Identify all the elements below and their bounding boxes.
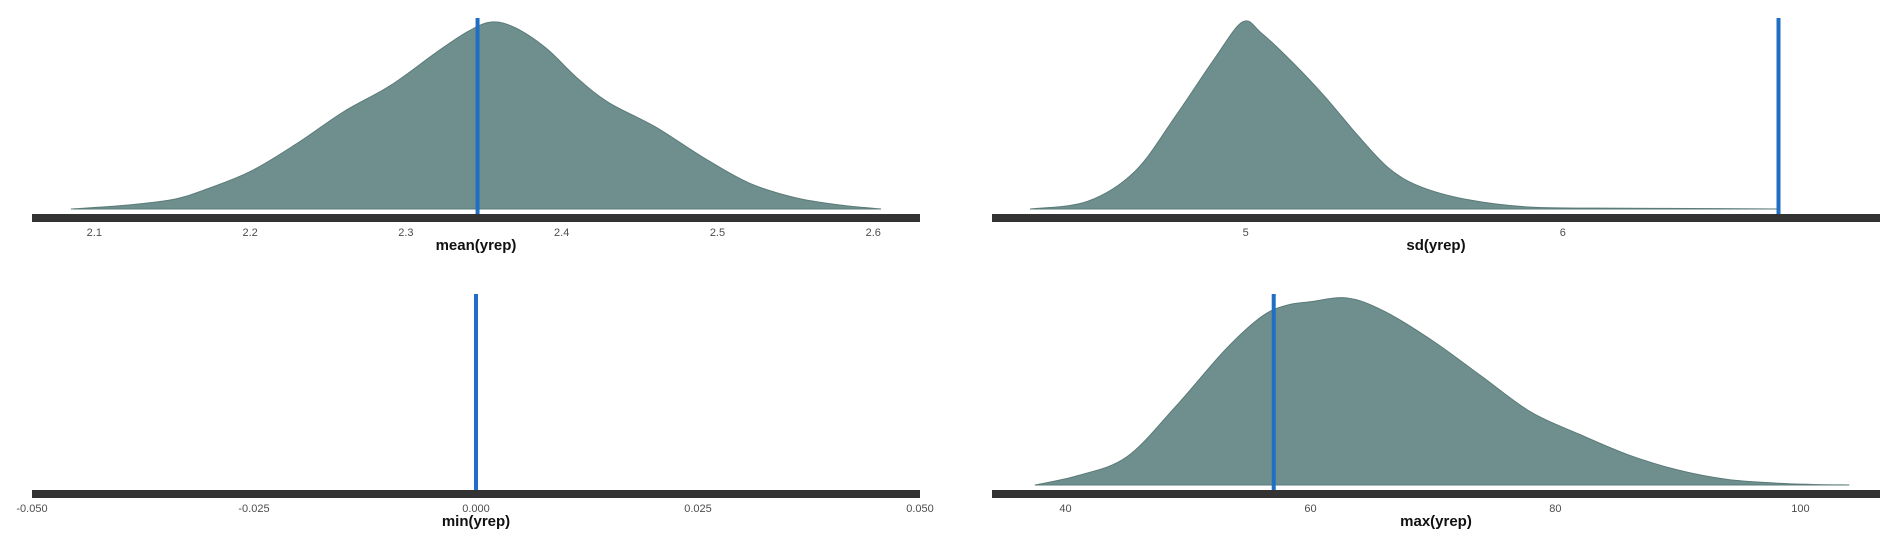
x-tick-label: 80: [1549, 503, 1561, 515]
x-axis-line: [32, 490, 920, 498]
x-tick-label: 6: [1560, 227, 1566, 239]
x-axis-title: sd(yrep): [1406, 237, 1465, 254]
x-tick-label: 0.000: [462, 503, 490, 515]
x-axis-title: max(yrep): [1400, 513, 1472, 530]
x-tick-label: 5: [1243, 227, 1249, 239]
x-tick-label: 2.6: [866, 227, 881, 239]
panel-max-yrep: 40 60 80 100 max(yrep): [992, 294, 1880, 530]
x-tick-label: 0.025: [684, 503, 712, 515]
x-tick-label: 2.2: [242, 227, 257, 239]
x-axis-line: [992, 214, 1880, 222]
panel-sd-yrep: 5 6 sd(yrep): [992, 18, 1880, 254]
x-tick-label: 0.050: [906, 503, 934, 515]
panel-min-yrep: -0.050 -0.025 0.000 0.025 0.050 min(yrep): [16, 294, 934, 530]
x-axis-line: [32, 214, 920, 222]
x-tick-label: 40: [1059, 503, 1071, 515]
x-tick-label: 2.1: [87, 227, 102, 239]
x-tick-label: 100: [1791, 503, 1809, 515]
x-tick-label: 60: [1304, 503, 1316, 515]
x-tick-label: 2.4: [554, 227, 569, 239]
density-area: [1029, 20, 1779, 210]
x-axis-title: min(yrep): [442, 513, 510, 530]
x-axis-line: [992, 490, 1880, 498]
density-area: [1034, 297, 1850, 486]
x-tick-label: 2.3: [398, 227, 413, 239]
panel-mean-yrep: 2.1 2.2 2.3 2.4 2.5 2.6 mean(yrep): [32, 18, 920, 254]
x-tick-label: -0.050: [16, 503, 47, 515]
x-tick-label: 2.5: [710, 227, 725, 239]
x-axis-title: mean(yrep): [436, 237, 517, 254]
x-tick-label: -0.025: [238, 503, 269, 515]
